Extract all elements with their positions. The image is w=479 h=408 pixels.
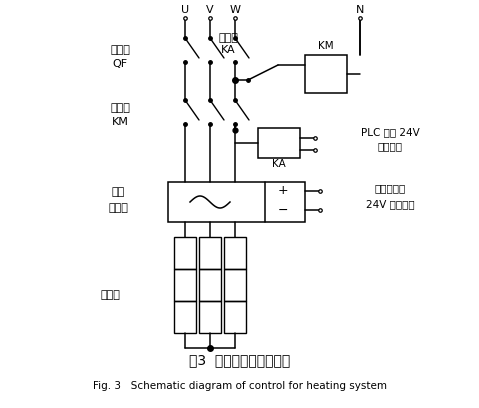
Bar xyxy=(224,269,246,301)
Text: 控制信号: 控制信号 xyxy=(377,141,402,151)
Text: V: V xyxy=(206,5,214,15)
Text: 继电器: 继电器 xyxy=(108,203,128,213)
Bar xyxy=(199,237,221,269)
Bar xyxy=(224,301,246,333)
Bar xyxy=(174,301,196,333)
Text: Fig. 3   Schematic diagram of control for heating system: Fig. 3 Schematic diagram of control for … xyxy=(93,381,387,391)
Bar xyxy=(258,128,300,158)
Text: 温控器直流: 温控器直流 xyxy=(375,183,406,193)
Text: KM: KM xyxy=(112,117,128,127)
Text: KM: KM xyxy=(318,41,334,51)
Bar xyxy=(305,55,347,93)
Bar xyxy=(224,237,246,269)
Text: 断路器: 断路器 xyxy=(110,103,130,113)
Bar xyxy=(168,182,305,222)
Text: +: + xyxy=(278,184,288,197)
Text: KA: KA xyxy=(221,45,235,55)
Text: PLC 直流 24V: PLC 直流 24V xyxy=(361,127,420,137)
Text: 继电器: 继电器 xyxy=(218,33,238,43)
Bar xyxy=(199,301,221,333)
Bar xyxy=(199,269,221,301)
Text: W: W xyxy=(229,5,240,15)
Bar xyxy=(174,237,196,269)
Text: KA: KA xyxy=(272,159,286,169)
Text: QF: QF xyxy=(113,59,127,69)
Text: −: − xyxy=(278,204,288,217)
Text: 加热器: 加热器 xyxy=(100,290,120,300)
Text: 断路器: 断路器 xyxy=(110,45,130,55)
Text: U: U xyxy=(181,5,189,15)
Text: 图3  加热系统控制原理图: 图3 加热系统控制原理图 xyxy=(189,353,291,367)
Bar xyxy=(174,269,196,301)
Text: 24V 控制信号: 24V 控制信号 xyxy=(365,199,414,209)
Text: N: N xyxy=(356,5,364,15)
Text: 固态: 固态 xyxy=(112,187,125,197)
